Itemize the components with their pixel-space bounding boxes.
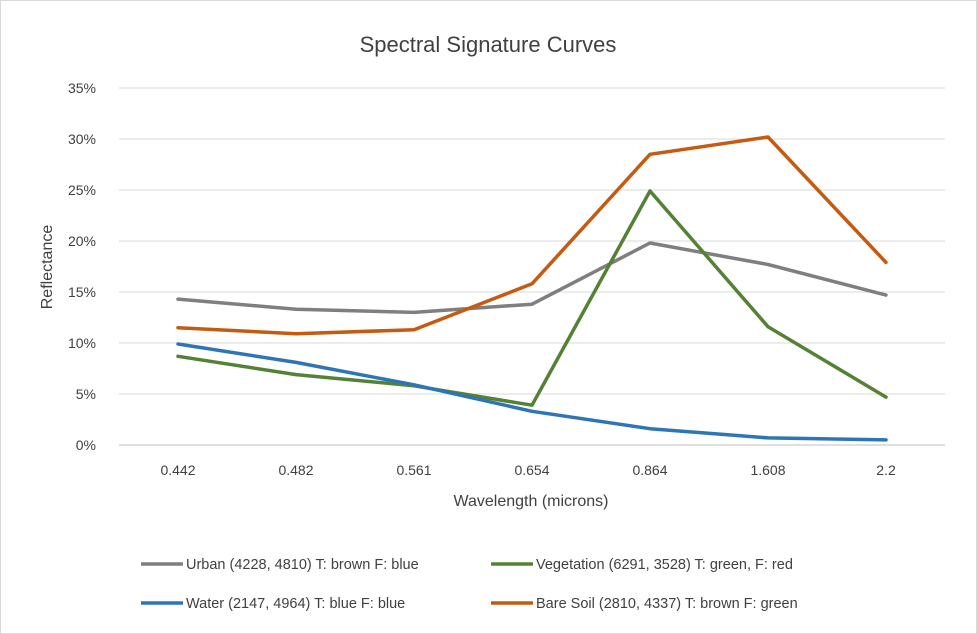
x-tick-label: 2.2 [876,462,896,478]
y-tick-label: 15% [68,284,96,300]
series-line [176,241,888,315]
y-tick-label: 0% [76,437,96,453]
y-tick-label: 30% [68,131,96,147]
legend-item: Water (2147, 4964) T: blue F: blue [141,596,405,612]
y-tick-label: 10% [68,335,96,351]
x-tick-label: 0.442 [160,462,195,478]
legend: Urban (4228, 4810) T: brown F: blue Veget… [141,557,798,612]
legend-label: Water (2147, 4964) T: blue F: blue [186,596,405,612]
x-axis-title: Wavelength (microns) [453,493,608,510]
x-tick-label: 0.654 [514,462,549,478]
x-tick-label: 1.608 [750,462,785,478]
y-tick-label: 35% [68,80,96,96]
legend-item: Vegetation (6291, 3528) T: green, F: red [491,557,793,573]
series-line [176,342,888,442]
x-tick-label: 0.864 [632,462,667,478]
legend-item: Bare Soil (2810, 4337) T: brown F: green [491,596,798,612]
y-tick-label: 25% [68,182,96,198]
legend-label: Vegetation (6291, 3528) T: green, F: red [536,557,793,573]
y-tick-label: 20% [68,233,96,249]
x-axis-ticks: 0.442 0.482 0.561 0.654 0.864 1.608 2.2 [160,462,895,478]
x-tick-label: 0.482 [278,462,313,478]
series-lines [176,135,888,442]
x-tick-label: 0.561 [396,462,431,478]
legend-label: Urban (4228, 4810) T: brown F: blue [186,557,419,573]
legend-item: Urban (4228, 4810) T: brown F: blue [141,557,419,573]
y-tick-label: 5% [76,386,96,402]
series-line [176,135,888,336]
legend-label: Bare Soil (2810, 4337) T: brown F: green [536,596,798,612]
y-axis-title: Reflectance [39,225,56,310]
series-line [176,189,888,407]
chart-title: Spectral Signature Curves [360,32,617,57]
y-axis-ticks: 0% 5% 10% 15% 20% 25% 30% 35% [68,80,96,453]
gridlines [119,87,945,446]
